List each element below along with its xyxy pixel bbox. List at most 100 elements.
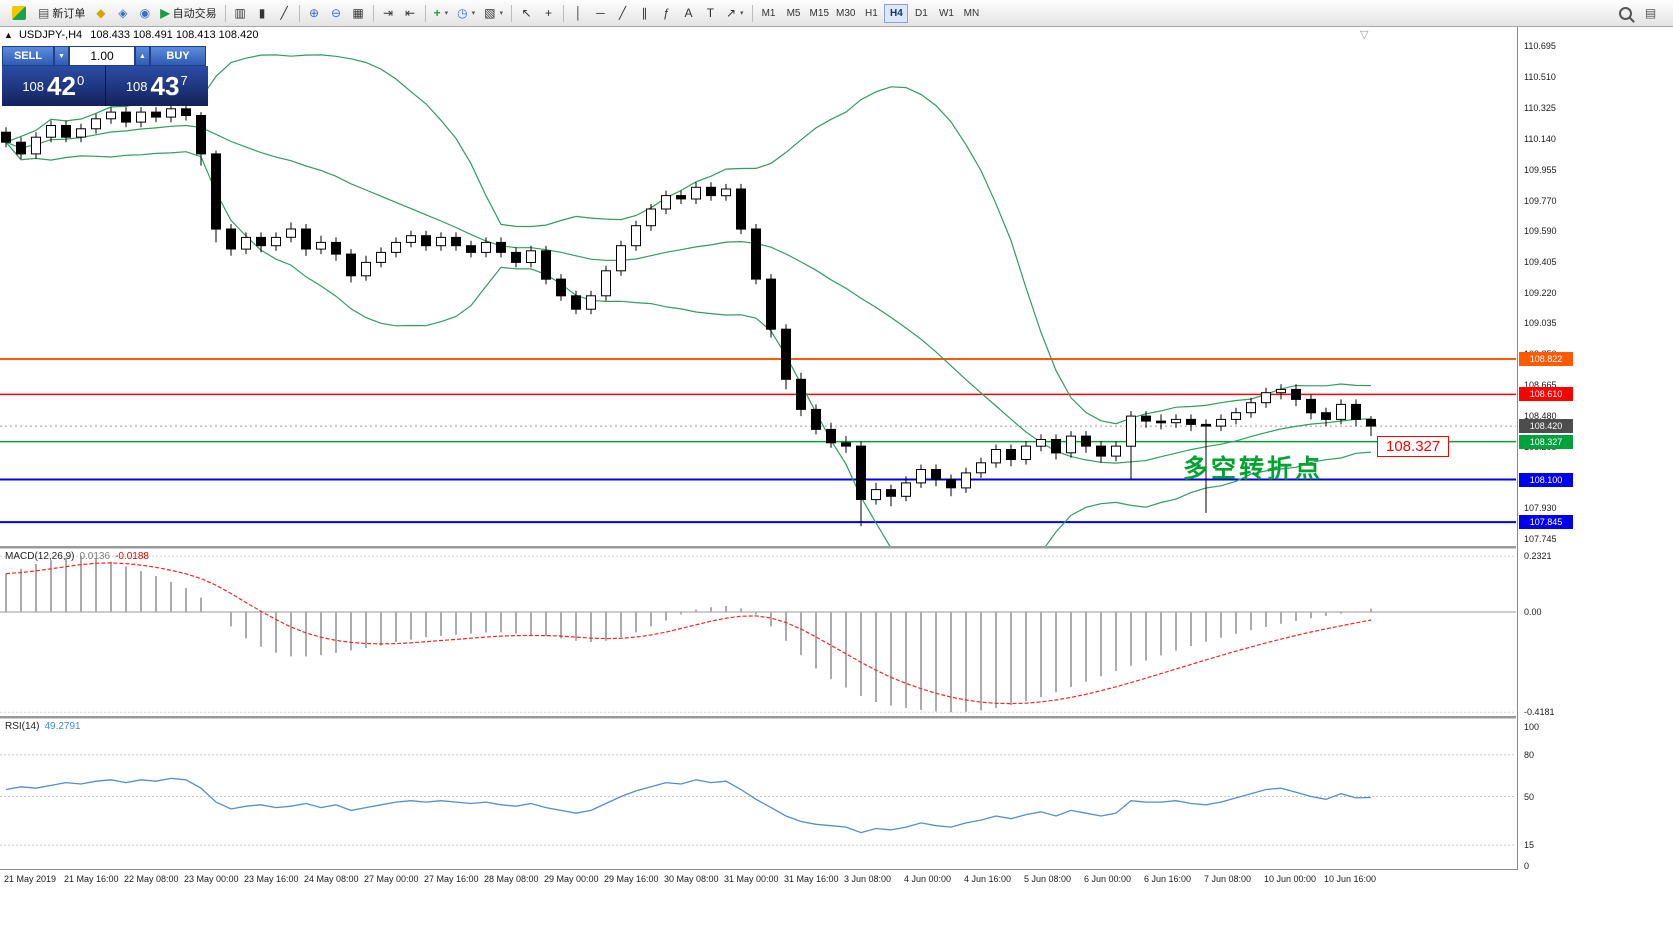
templates-button[interactable]: ▧ ▾ (480, 3, 507, 24)
time-axis-label: 27 May 16:00 (424, 874, 479, 884)
fibonacci-button[interactable]: ƒ (656, 3, 677, 24)
navigator-button[interactable]: ◉ (134, 3, 155, 24)
text-label-button[interactable]: T (700, 3, 721, 24)
rsi-tick-label: 50 (1524, 791, 1535, 802)
rsi-line (5, 777, 1372, 834)
channel-button[interactable]: ∥ (634, 3, 655, 24)
macd-signal-value: -0.0188 (115, 551, 149, 562)
horizontal-line-button[interactable]: ─ (590, 3, 611, 24)
cursor-button[interactable]: ↖ (516, 3, 537, 24)
fibonacci-icon: ƒ (663, 6, 670, 20)
vertical-line-button[interactable]: │ (568, 3, 589, 24)
price-tick-label: 110.510 (1524, 72, 1556, 83)
price-tick-label: 109.405 (1524, 256, 1557, 267)
rsi-name: RSI(14) (5, 721, 40, 732)
line-chart-icon: ╱ (280, 6, 288, 20)
bar-chart-button[interactable]: ▥ (230, 3, 251, 24)
volume-increase-button[interactable]: ▲ (135, 46, 150, 66)
tf-m15-button[interactable]: M15 (807, 4, 832, 23)
toolbar-separator (298, 4, 300, 22)
price-annotation-box[interactable]: 108.327 (1377, 436, 1450, 457)
rsi-tick-label: 100 (1524, 722, 1540, 732)
zoom-in-button[interactable]: ⊕ (304, 3, 325, 24)
symbol-period-label: USDJPY-,H4 (18, 29, 83, 41)
tf-m5-button[interactable]: M5 (782, 4, 806, 23)
time-axis-label: 4 Jun 00:00 (904, 874, 952, 884)
one-click-trading-panel: SELL ▼ ▲ BUY 108 42 0 108 43 7 (2, 46, 208, 106)
periods-button[interactable]: ◷ ▾ (453, 3, 479, 24)
bollinger-bands (5, 54, 1372, 546)
arrows-button[interactable]: ↗ ▾ (722, 3, 748, 24)
tf-m30-button[interactable]: M30 (833, 4, 858, 23)
price-tick-label: 109.590 (1524, 225, 1557, 236)
price-tick-label: 107.930 (1524, 502, 1557, 513)
time-axis-label: 28 May 08:00 (484, 874, 539, 884)
chart-canvas[interactable] (0, 0, 1517, 895)
time-axis[interactable]: 21 May 2019 21 May 16:00 22 May 08:00 23 Ma… (0, 869, 1517, 890)
tf-mn-button[interactable]: MN (959, 4, 983, 23)
resistance-level-chip: 108.822 (1519, 351, 1573, 366)
tf-h4-button[interactable]: H4 (884, 3, 909, 23)
buy-price-button[interactable]: 108 43 7 (106, 66, 209, 106)
time-axis-label: 31 May 00:00 (724, 874, 779, 884)
price-axis[interactable]: 110.695 110.510 110.325 110.140 109.955 109.7… (1517, 27, 1580, 871)
bid-price-chip: 108.420 (1519, 419, 1573, 434)
crosshair-button[interactable]: + (538, 3, 559, 24)
text-button[interactable]: A (678, 3, 699, 24)
sell-price-prefix: 108 (22, 78, 45, 94)
sell-button[interactable]: SELL (2, 46, 54, 66)
search-button[interactable] (1615, 3, 1636, 24)
sell-price-main: 42 (47, 71, 76, 101)
turning-point-text[interactable]: 多空转折点 (1183, 455, 1324, 483)
cursor-icon: ↖ (521, 6, 532, 20)
price-tick-label: 110.695 (1524, 41, 1556, 52)
volume-input[interactable] (69, 46, 135, 66)
chart-profile-button[interactable]: ◆ (90, 3, 111, 24)
rsi-value: 49.2791 (44, 721, 81, 732)
indicators-button[interactable]: + ▾ (430, 3, 453, 24)
chart-collapse-icon[interactable]: ▽ (1360, 29, 1369, 41)
tf-w1-button[interactable]: W1 (934, 4, 958, 23)
toolbar: ▤ 新订单 ◆ ◈ ◉ ▶ 自动交易 ▥ ▮ ╱ ⊕ ⊖ ▦ ⇥ ⇤ + ▾ ◷ ▾… (0, 0, 1673, 27)
price-tick-label: 109.035 (1524, 318, 1557, 329)
toolbar-right-group: ▤ (1615, 3, 1669, 24)
trendline-button[interactable]: ╱ (612, 3, 633, 24)
macd-tick-label: 0.00 (1524, 607, 1542, 617)
sell-price-button[interactable]: 108 42 0 (2, 66, 106, 106)
auto-scroll-button[interactable]: ⇥ (378, 3, 399, 24)
text-icon: A (684, 6, 693, 20)
auto-scroll-icon: ⇥ (383, 6, 394, 20)
buy-button[interactable]: BUY (150, 46, 206, 66)
one-click-expand-icon[interactable]: ▲ (4, 30, 13, 40)
time-axis-label: 7 Jun 08:00 (1204, 874, 1252, 884)
macd-panel (0, 555, 1516, 713)
app-logo (4, 2, 33, 25)
autotrading-button[interactable]: ▶ 自动交易 (156, 3, 220, 24)
macd-signal-line (5, 562, 1372, 705)
documents-button[interactable]: ▤ (1640, 3, 1661, 24)
candlestick-chart-icon: ▮ (258, 6, 266, 20)
line-chart-button[interactable]: ╱ (274, 3, 295, 24)
rsi-tick-label: 0 (1524, 861, 1530, 871)
toolbar-separator (562, 4, 564, 22)
horizontal-price-lines[interactable] (0, 358, 1516, 524)
volume-decrease-button[interactable]: ▼ (54, 46, 69, 66)
time-axis-label: 10 Jun 00:00 (1264, 874, 1317, 884)
candlestick-chart-button[interactable]: ▮ (252, 3, 273, 24)
panel-separators[interactable] (0, 546, 1516, 719)
new-order-icon: ▤ (38, 6, 50, 20)
chart-shift-button[interactable]: ⇤ (400, 3, 421, 24)
data-window-button[interactable]: ◈ (112, 3, 133, 24)
new-order-button[interactable]: ▤ 新订单 (34, 3, 89, 24)
price-tick-label: 110.140 (1524, 133, 1556, 144)
tf-d1-button[interactable]: D1 (909, 4, 933, 23)
tf-h1-button[interactable]: H1 (859, 4, 883, 23)
mt4-logo-icon (11, 6, 26, 20)
tile-windows-button[interactable]: ▦ (348, 3, 369, 24)
zoom-in-icon: ⊕ (309, 6, 320, 20)
tf-m1-button[interactable]: M1 (757, 4, 781, 23)
support-level-chip: 107.845 (1519, 515, 1573, 530)
autotrading-play-icon: ▶ (160, 6, 170, 20)
zoom-out-button[interactable]: ⊖ (326, 3, 347, 24)
